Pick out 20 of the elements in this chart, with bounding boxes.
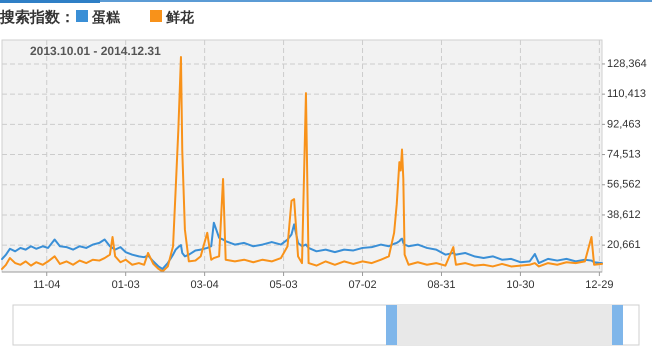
x-tick-label: 03-04 bbox=[190, 279, 219, 291]
y-tick-label: 128,364 bbox=[607, 58, 647, 70]
x-tick-label: 01-03 bbox=[112, 279, 140, 291]
y-tick-label: 38,612 bbox=[607, 208, 641, 221]
legend-label: 鲜花 bbox=[165, 9, 195, 25]
x-tick-label: 11-04 bbox=[33, 279, 60, 291]
x-tick-label: 08-31 bbox=[427, 279, 456, 291]
x-tick-label: 12-29 bbox=[585, 279, 614, 291]
line-series bbox=[1, 56, 603, 272]
x-tick-label: 10-30 bbox=[506, 279, 534, 291]
y-tick-label: 74,513 bbox=[607, 148, 641, 160]
y-tick-label: 20,661 bbox=[607, 239, 641, 252]
x-tick-label: 05-03 bbox=[270, 279, 298, 291]
legend-label: 蛋糕 bbox=[91, 9, 121, 25]
x-tick-label: 07-02 bbox=[348, 279, 377, 291]
y-tick-label: 110,413 bbox=[607, 88, 646, 100]
line-series bbox=[1, 222, 603, 270]
y-tick-label: 56,562 bbox=[607, 178, 641, 191]
chart-subtitle: 2013.10.01 - 2014.12.31 bbox=[30, 44, 162, 58]
y-tick-label: 92,463 bbox=[607, 118, 641, 130]
